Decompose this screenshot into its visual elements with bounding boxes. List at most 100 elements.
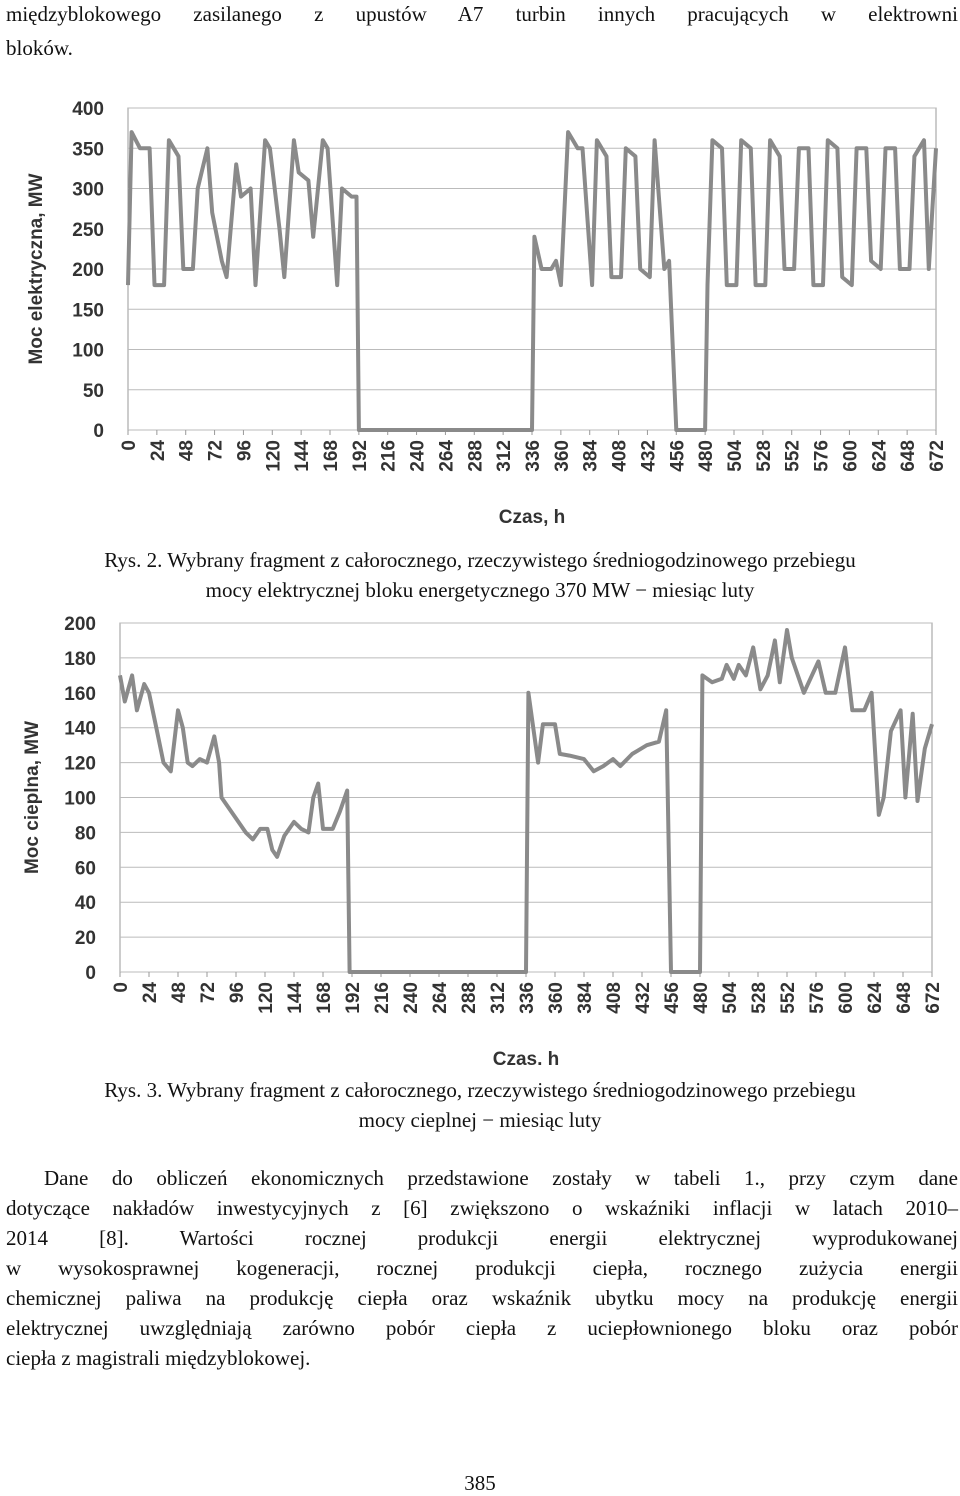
x-tick-label: 360 [552, 440, 573, 472]
x-tick-label: 144 [292, 440, 313, 472]
caption: mocy cieplnej − miesiąc luty [358, 1108, 602, 1132]
caption: Rys. 3. Wybrany fragment z całorocznego,… [104, 1078, 856, 1102]
text-line: międzyblokowego zasilanego z upustów A7 … [6, 2, 958, 26]
x-tick-label: 192 [343, 982, 364, 1014]
x-tick-label: 312 [494, 440, 515, 472]
x-tick-label: 0 [111, 982, 132, 993]
x-tick-label: 264 [436, 440, 457, 472]
y-tick-label: 180 [64, 649, 96, 670]
y-tick-label: 50 [83, 381, 104, 402]
x-axis-label: Czas, h [493, 1049, 560, 1065]
x-tick-label: 168 [314, 982, 335, 1014]
x-tick-label: 96 [227, 982, 248, 1003]
y-tick-label: 100 [64, 789, 96, 810]
x-tick-label: 24 [148, 440, 169, 462]
x-tick-label: 672 [927, 440, 948, 472]
paragraph-line: elektrycznej uwzględniają zarówno pobór … [6, 1316, 958, 1340]
y-tick-label: 140 [64, 719, 96, 740]
x-tick-label: 24 [140, 982, 161, 1004]
y-tick-label: 250 [72, 220, 104, 241]
y-tick-label: 300 [72, 180, 104, 201]
y-tick-label: 200 [64, 614, 96, 635]
x-tick-label: 552 [783, 440, 804, 472]
x-tick-label: 336 [517, 982, 538, 1014]
x-tick-label: 648 [894, 982, 915, 1014]
y-tick-label: 400 [72, 99, 104, 120]
x-tick-label: 48 [177, 440, 198, 461]
x-tick-label: 0 [119, 440, 140, 451]
x-tick-label: 456 [667, 440, 688, 472]
x-tick-label: 72 [198, 982, 219, 1003]
x-tick-label: 576 [812, 440, 833, 472]
x-tick-label: 480 [696, 440, 717, 472]
y-tick-label: 40 [75, 893, 96, 914]
x-tick-label: 168 [321, 440, 342, 472]
y-tick-label: 120 [64, 754, 96, 775]
x-tick-label: 408 [610, 440, 631, 472]
x-tick-label: 600 [836, 982, 857, 1014]
x-tick-label: 408 [604, 982, 625, 1014]
x-tick-label: 480 [691, 982, 712, 1014]
x-tick-label: 264 [430, 982, 451, 1014]
y-tick-label: 100 [72, 341, 104, 362]
y-tick-label: 160 [64, 684, 96, 705]
x-tick-label: 288 [459, 982, 480, 1014]
x-tick-label: 72 [206, 440, 227, 461]
y-axis-label: Moc elektryczna, MW [26, 173, 47, 364]
x-tick-label: 432 [638, 440, 659, 472]
x-tick-label: 120 [263, 440, 284, 472]
x-tick-label: 456 [662, 982, 683, 1014]
y-tick-label: 0 [93, 421, 104, 442]
x-tick-label: 504 [720, 982, 741, 1014]
x-tick-label: 552 [778, 982, 799, 1014]
chart: 0 50 100 150 200 250 300 350 400 0 24 48 72 96 120 144 1… [26, 99, 948, 528]
y-tick-label: 200 [72, 260, 104, 281]
data-line [118, 628, 934, 974]
x-tick-label: 240 [401, 982, 422, 1014]
x-tick-label: 240 [408, 440, 429, 472]
x-tick-label: 216 [379, 440, 400, 472]
x-tick-label: 432 [633, 982, 654, 1014]
x-tick-label: 288 [465, 440, 486, 472]
y-tick-label: 20 [75, 928, 96, 949]
paragraph-line: chemicznej paliwa na produkcję ciepła or… [6, 1286, 958, 1310]
x-tick-label: 384 [581, 440, 602, 472]
x-tick-label: 528 [754, 440, 775, 472]
x-tick-label: 120 [256, 982, 277, 1014]
x-tick-label: 504 [725, 440, 746, 472]
x-tick-label: 144 [285, 982, 306, 1014]
y-tick-label: 350 [72, 139, 104, 160]
y-axis-label: Moc cieplna, MW [22, 721, 43, 874]
x-tick-label: 528 [749, 982, 770, 1014]
x-tick-label: 624 [865, 982, 886, 1014]
x-tick-label: 600 [840, 440, 861, 472]
x-tick-label: 312 [488, 982, 509, 1014]
x-tick-label: 336 [523, 440, 544, 472]
caption: Rys. 2. Wybrany fragment z całorocznego,… [104, 548, 856, 572]
paragraph-line: dotyczące nakładów inwestycyjnych z [6] … [6, 1196, 958, 1220]
paragraph-line: 2014 [8]. Wartości rocznej produkcji ene… [6, 1226, 958, 1250]
x-tick-label: 360 [546, 982, 567, 1014]
text-line: bloków. [6, 36, 73, 60]
y-tick-label: 150 [72, 300, 104, 321]
x-tick-label: 672 [923, 982, 944, 1014]
paragraph-line: Dane do obliczeń ekonomicznych przedstaw… [44, 1166, 958, 1190]
data-line [126, 130, 938, 432]
x-tick-label: 216 [372, 982, 393, 1014]
x-tick-label: 48 [169, 982, 190, 1003]
x-tick-label: 576 [807, 982, 828, 1014]
caption: mocy elektrycznej bloku energetycznego 3… [205, 578, 755, 602]
x-tick-label: 624 [869, 440, 890, 472]
y-tick-label: 0 [85, 963, 96, 984]
x-tick-label: 192 [350, 440, 371, 472]
paragraph-line: w wysokosprawnej kogeneracji, rocznej pr… [6, 1256, 958, 1280]
x-tick-label: 96 [234, 440, 255, 461]
x-tick-label: 648 [898, 440, 919, 472]
x-tick-label: 384 [575, 982, 596, 1014]
paragraph-line: ciepła z magistrali międzyblokowej. [6, 1346, 311, 1370]
x-axis-label: Czas, h [499, 507, 566, 528]
y-tick-label: 60 [75, 858, 96, 879]
y-tick-label: 80 [75, 823, 96, 844]
chart: 0 20 40 60 80 100 120 140 160 180 200 0 24 48 72 96 120 1… [22, 614, 944, 1065]
